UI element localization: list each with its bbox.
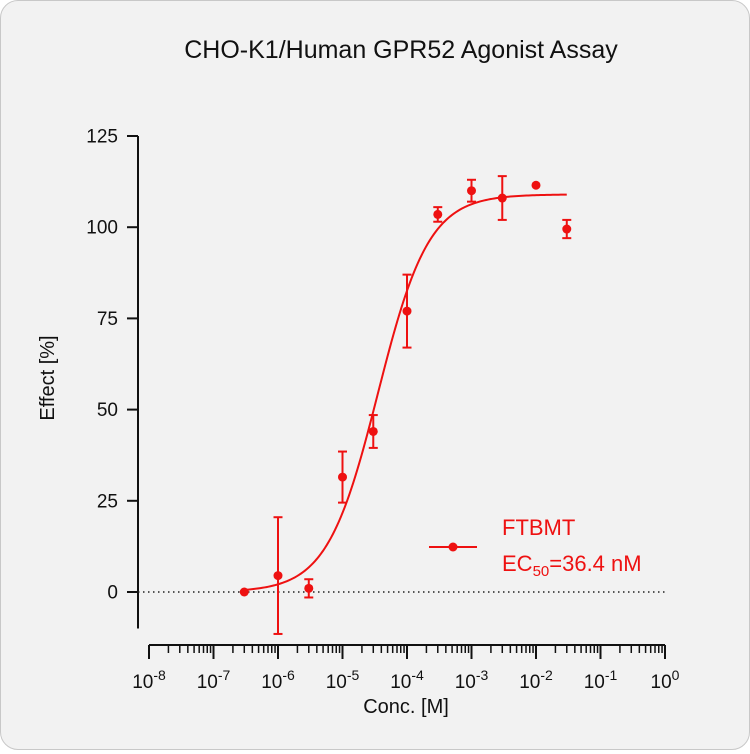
- x-tick-exponent: 0: [672, 667, 680, 683]
- x-tick-exponent: -2: [540, 667, 553, 683]
- data-point: [497, 193, 507, 203]
- fit-curve-path: [244, 193, 567, 591]
- legend: FTBMT EC50=36.4 nM: [429, 515, 642, 580]
- x-tick-label: 100: [651, 667, 680, 693]
- y-tick-label: 125: [86, 127, 118, 148]
- data-point: [304, 583, 314, 593]
- x-tick-exponent: -8: [153, 667, 166, 683]
- legend-series-name: FTBMT: [502, 515, 575, 540]
- x-tick-base: 10: [651, 672, 672, 693]
- x-tick-base: 10: [455, 672, 476, 693]
- x-tick-base: 10: [519, 672, 540, 693]
- x-tick-exponent: -5: [347, 667, 360, 683]
- fit-curve: [244, 193, 567, 591]
- data-point: [467, 186, 476, 196]
- data-point: [338, 472, 347, 482]
- x-tick-exponent: -4: [411, 667, 424, 683]
- y-tick-label: 25: [97, 491, 118, 512]
- x-tick-base: 10: [326, 672, 347, 693]
- x-tick-base: 10: [132, 672, 153, 693]
- data-point: [531, 180, 541, 190]
- legend-ec-value: =36.4 nM: [549, 551, 641, 576]
- legend-dot-marker: [448, 542, 458, 552]
- x-tick-label: 10-5: [326, 667, 360, 693]
- data-point: [239, 587, 249, 597]
- x-tick-label: 10-8: [132, 667, 166, 693]
- data-point: [402, 306, 412, 316]
- x-tick-label: 10-6: [261, 667, 295, 693]
- x-axis: 10-8 10-7 10-6 10-5 10-4 10-3 10-2 10-1 100: [132, 644, 680, 693]
- data-point: [368, 426, 378, 436]
- x-tick-exponent: -7: [218, 667, 231, 683]
- x-tick-label: 10-7: [197, 667, 231, 693]
- x-tick-base: 10: [390, 672, 411, 693]
- y-axis-label: Effect [%]: [37, 335, 59, 420]
- data-point: [562, 224, 572, 234]
- x-tick-base: 10: [197, 672, 218, 693]
- y-tick-label: 75: [97, 309, 118, 330]
- x-tick-label: 10-2: [519, 667, 553, 693]
- legend-ec-subscript: 50: [533, 563, 550, 580]
- x-tick-base: 10: [261, 672, 282, 693]
- y-axis: 0 25 50 75 100 125: [86, 127, 139, 629]
- legend-ec-prefix: EC: [502, 551, 533, 576]
- x-tick-exponent: -3: [476, 667, 489, 683]
- x-axis-label: Conc. [M]: [363, 696, 449, 718]
- x-tick-exponent: -6: [282, 667, 295, 683]
- chart-title: CHO-K1/Human GPR52 Agonist Assay: [184, 36, 618, 64]
- x-tick-base: 10: [584, 672, 605, 693]
- x-tick-label: 10-1: [584, 667, 618, 693]
- y-tick-label: 100: [86, 218, 118, 239]
- y-tick-label: 50: [97, 400, 118, 421]
- y-tick-label: 0: [107, 583, 118, 604]
- data-point: [433, 209, 443, 219]
- data-point: [273, 571, 283, 581]
- data-points: [239, 175, 572, 635]
- x-tick-label: 10-3: [455, 667, 489, 693]
- legend-ec50: EC50=36.4 nM: [502, 551, 642, 580]
- x-tick-exponent: -1: [605, 667, 618, 683]
- x-tick-label: 10-4: [390, 667, 424, 693]
